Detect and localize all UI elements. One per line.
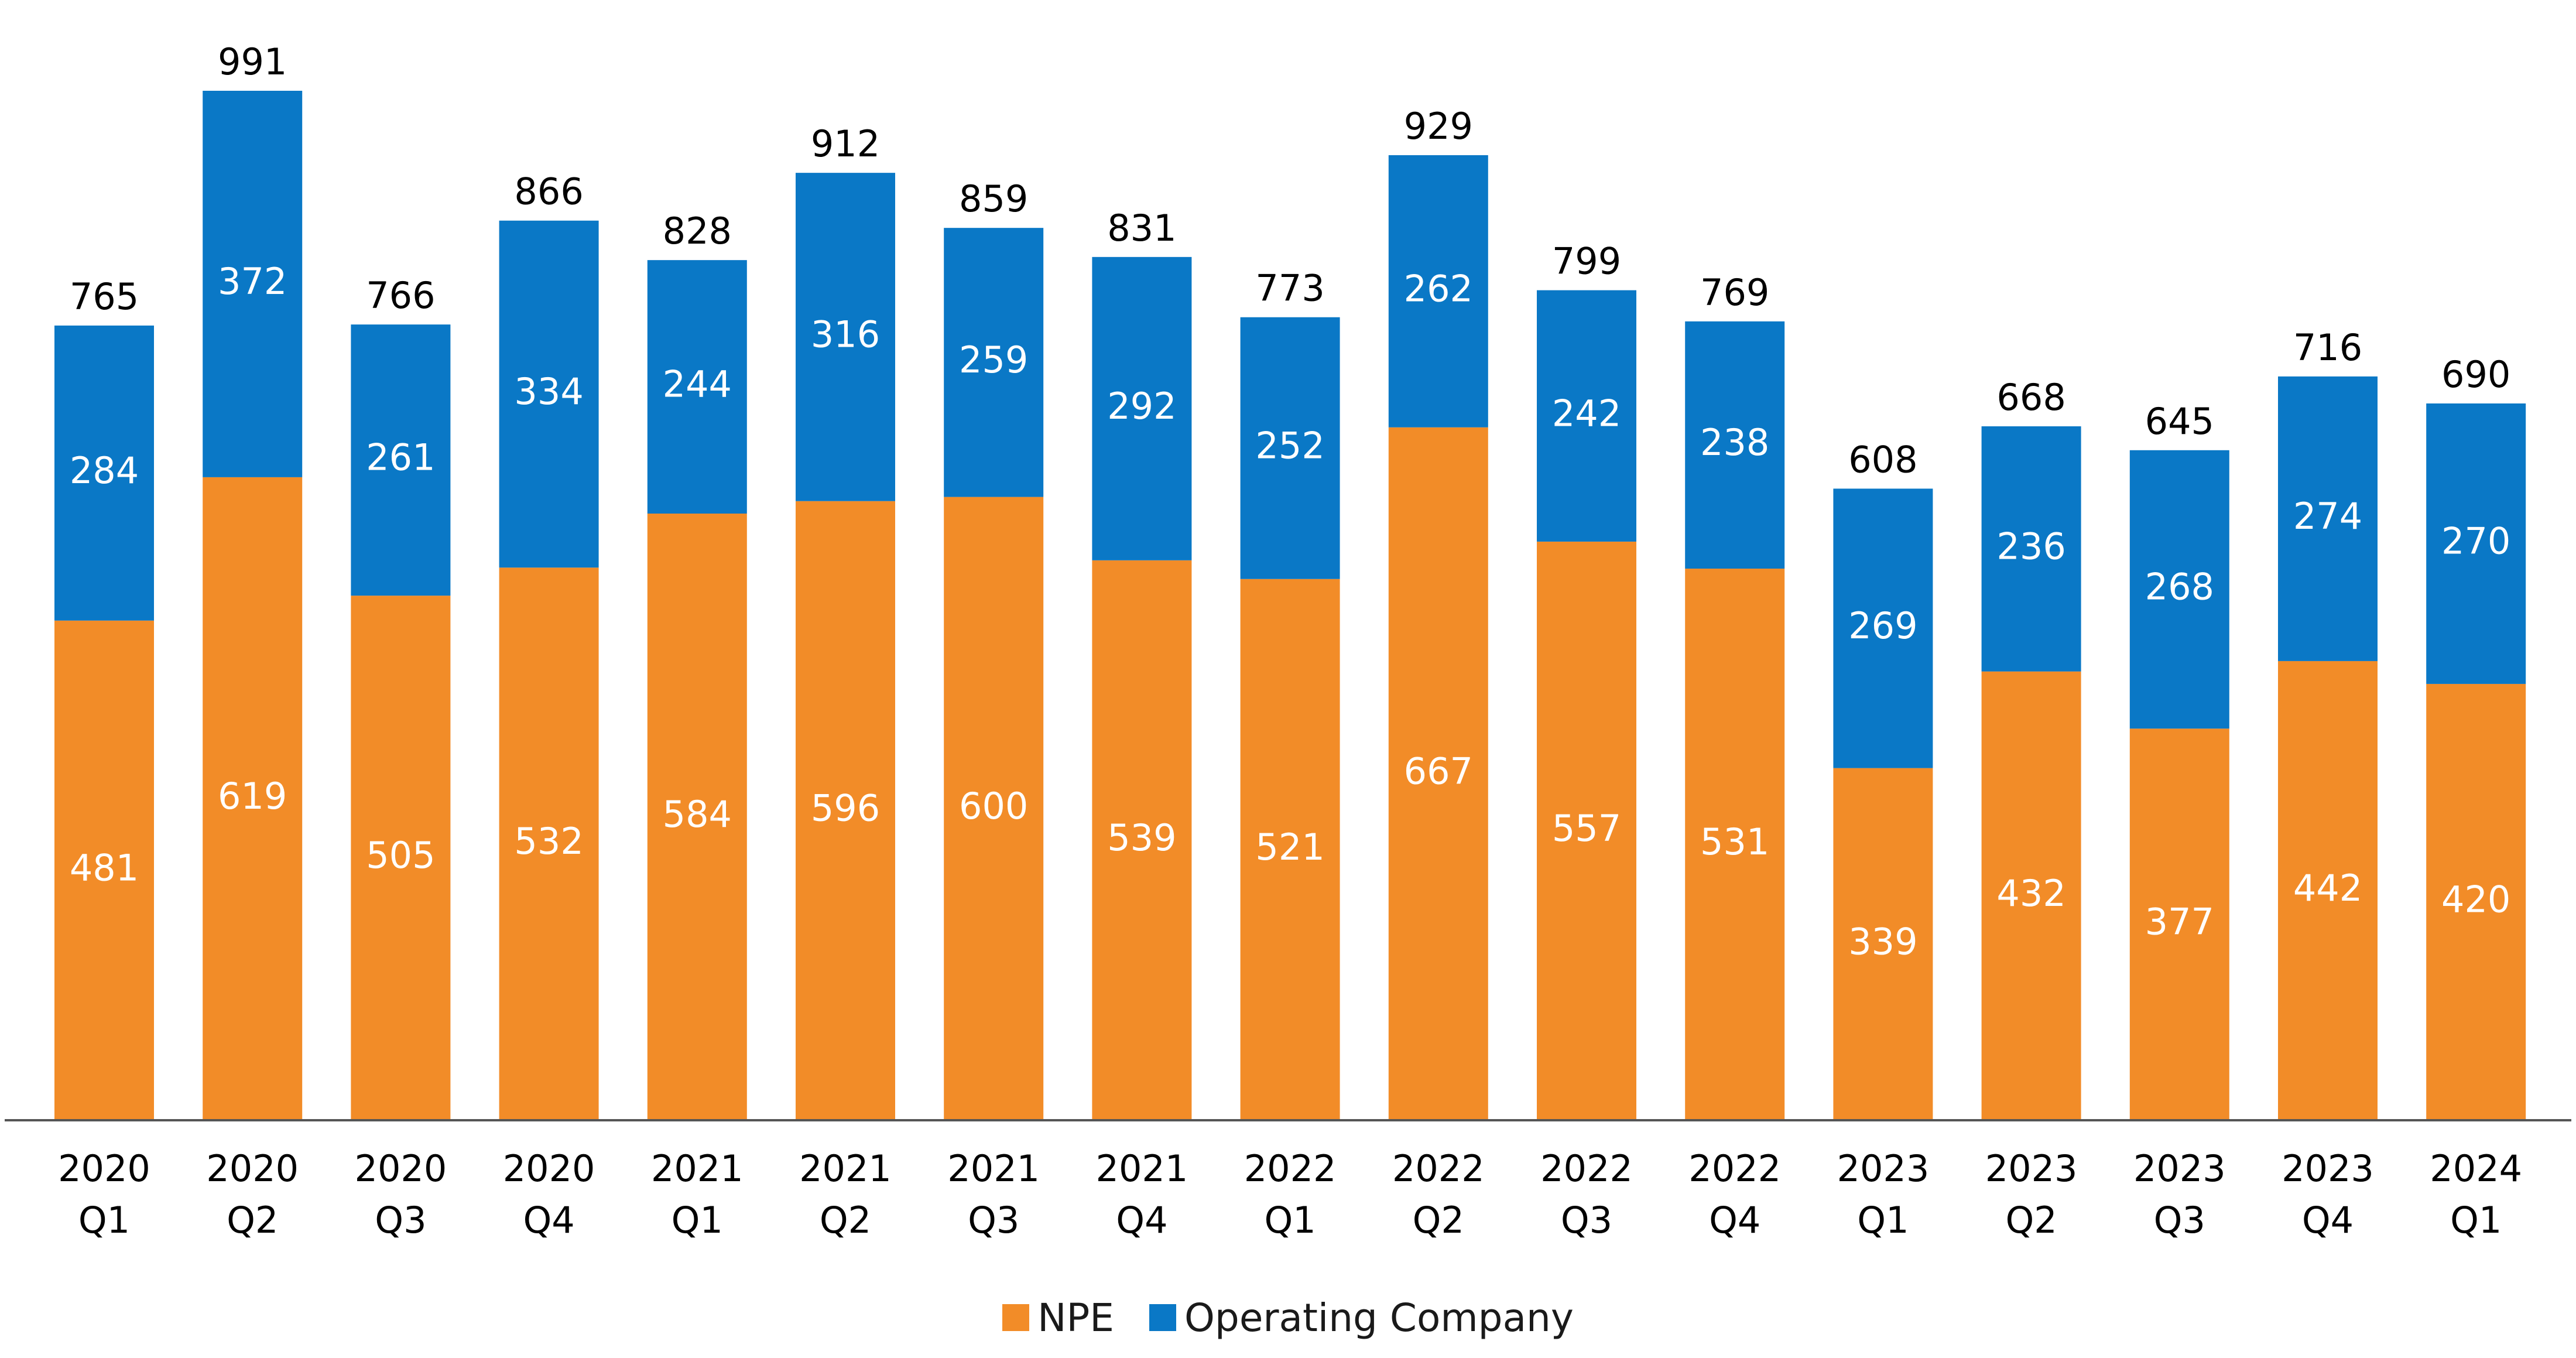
total-label: 831 [1107, 207, 1176, 249]
x-tick-label-year: 2023 [2133, 1147, 2226, 1190]
data-label-npe: 531 [1700, 820, 1769, 863]
total-label: 608 [1848, 438, 1917, 481]
data-label-npe: 539 [1107, 816, 1176, 859]
x-tick-label-year: 2023 [1837, 1147, 1930, 1190]
legend: NPE Operating Company [0, 1291, 2576, 1344]
x-tick-label-quarter: Q2 [820, 1199, 871, 1241]
x-tick-label-quarter: Q3 [968, 1199, 1019, 1241]
x-tick-label-year: 2024 [2430, 1147, 2522, 1190]
x-tick-label-year: 2021 [651, 1147, 744, 1190]
x-tick-label-year: 2023 [2282, 1147, 2374, 1190]
total-label: 991 [218, 40, 287, 83]
total-label: 799 [1552, 240, 1621, 283]
data-label-npe: 596 [811, 786, 880, 829]
data-label-npe: 432 [1996, 872, 2065, 915]
data-label-npe: 667 [1404, 750, 1473, 792]
x-tick-label-quarter: Q1 [2450, 1199, 2502, 1241]
x-tick-label-quarter: Q2 [2005, 1199, 2057, 1241]
x-tick-label-quarter: Q3 [2154, 1199, 2205, 1241]
x-tick-label-year: 2020 [206, 1147, 299, 1190]
data-label-operating-company: 238 [1700, 421, 1769, 464]
data-label-operating-company: 262 [1404, 267, 1473, 310]
x-tick-label-quarter: Q1 [1857, 1199, 1909, 1241]
x-tick-label-quarter: Q3 [1561, 1199, 1612, 1241]
x-tick-label-year: 2022 [1244, 1147, 1337, 1190]
x-tick-label-quarter: Q1 [672, 1199, 723, 1241]
total-label: 912 [811, 122, 880, 165]
x-tick-label-year: 2023 [1985, 1147, 2078, 1190]
data-label-operating-company: 372 [218, 260, 287, 303]
data-label-npe: 532 [514, 820, 583, 863]
total-label: 929 [1404, 105, 1473, 148]
data-label-npe: 505 [366, 834, 435, 877]
data-label-npe: 339 [1848, 920, 1917, 963]
data-label-npe: 377 [2145, 901, 2214, 943]
x-tick-label-quarter: Q4 [1116, 1199, 1167, 1241]
data-label-operating-company: 252 [1255, 424, 1324, 467]
data-label-operating-company: 269 [1848, 604, 1917, 647]
data-label-operating-company: 316 [811, 313, 880, 356]
x-tick-label-year: 2020 [58, 1147, 150, 1190]
total-label: 668 [1996, 376, 2065, 419]
x-tick-label-quarter: Q3 [375, 1199, 426, 1241]
total-label: 716 [2293, 326, 2362, 369]
x-tick-label-year: 2020 [503, 1147, 595, 1190]
x-tick-label-year: 2021 [947, 1147, 1040, 1190]
data-label-npe: 600 [959, 785, 1028, 827]
x-tick-label-year: 2022 [1540, 1147, 1633, 1190]
data-label-operating-company: 242 [1552, 392, 1621, 435]
data-label-operating-company: 274 [2293, 495, 2362, 538]
x-tick-label-year: 2022 [1392, 1147, 1485, 1190]
total-label: 765 [70, 275, 139, 318]
data-label-operating-company: 284 [70, 449, 139, 492]
stacked-bar-chart: 481 284 619 372 505 261 532 334 584 244 596 316 600 2… [0, 0, 2576, 1288]
x-tick-label-quarter: Q4 [1709, 1199, 1760, 1241]
legend-swatch-npe [1002, 1304, 1029, 1331]
data-label-operating-company: 270 [2441, 520, 2510, 563]
total-label: 690 [2441, 353, 2510, 396]
x-tick-label-quarter: Q1 [1264, 1199, 1316, 1241]
legend-item-operating-company: Operating Company [1149, 1295, 1574, 1340]
total-label: 769 [1700, 271, 1769, 314]
data-label-npe: 420 [2441, 878, 2510, 921]
data-label-operating-company: 236 [1996, 525, 2065, 567]
data-label-operating-company: 292 [1107, 385, 1176, 427]
data-label-npe: 557 [1552, 807, 1621, 850]
x-tick-label-year: 2021 [1096, 1147, 1188, 1190]
x-tick-label-quarter: Q4 [523, 1199, 574, 1241]
x-tick-label-quarter: Q2 [1413, 1199, 1464, 1241]
x-tick-label-year: 2021 [799, 1147, 892, 1190]
data-label-operating-company: 244 [663, 363, 732, 406]
legend-item-npe: NPE [1002, 1295, 1114, 1340]
legend-swatch-operating-company [1149, 1304, 1176, 1331]
data-label-npe: 521 [1255, 826, 1324, 868]
data-label-npe: 584 [663, 793, 732, 836]
x-tick-label-year: 2022 [1688, 1147, 1781, 1190]
legend-label-operating-company: Operating Company [1184, 1295, 1574, 1340]
data-label-npe: 619 [218, 775, 287, 817]
data-label-operating-company: 334 [514, 370, 583, 413]
total-label: 866 [514, 170, 583, 213]
x-tick-label-quarter: Q2 [227, 1199, 278, 1241]
total-label: 645 [2145, 400, 2214, 443]
total-label: 828 [663, 210, 732, 252]
data-label-operating-company: 261 [366, 436, 435, 479]
bar-group: 481 284 619 372 505 261 532 334 584 244 596 316 600 2… [54, 91, 2526, 1120]
x-tick-label-quarter: Q1 [78, 1199, 130, 1241]
data-label-npe: 481 [70, 846, 139, 889]
data-label-operating-company: 268 [2145, 566, 2214, 608]
total-label: 859 [959, 177, 1028, 220]
total-label: 773 [1255, 267, 1324, 310]
x-tick-label-group: 2020 Q1 2020 Q2 2020 Q3 2020 Q4 2021 Q1 2021 Q2 2021… [58, 1147, 2522, 1241]
legend-label-npe: NPE [1037, 1295, 1114, 1340]
x-tick-label-year: 2020 [355, 1147, 447, 1190]
data-label-operating-company: 259 [959, 338, 1028, 381]
x-tick-label-quarter: Q4 [2302, 1199, 2354, 1241]
total-label: 766 [366, 274, 435, 317]
data-label-npe: 442 [2293, 867, 2362, 909]
